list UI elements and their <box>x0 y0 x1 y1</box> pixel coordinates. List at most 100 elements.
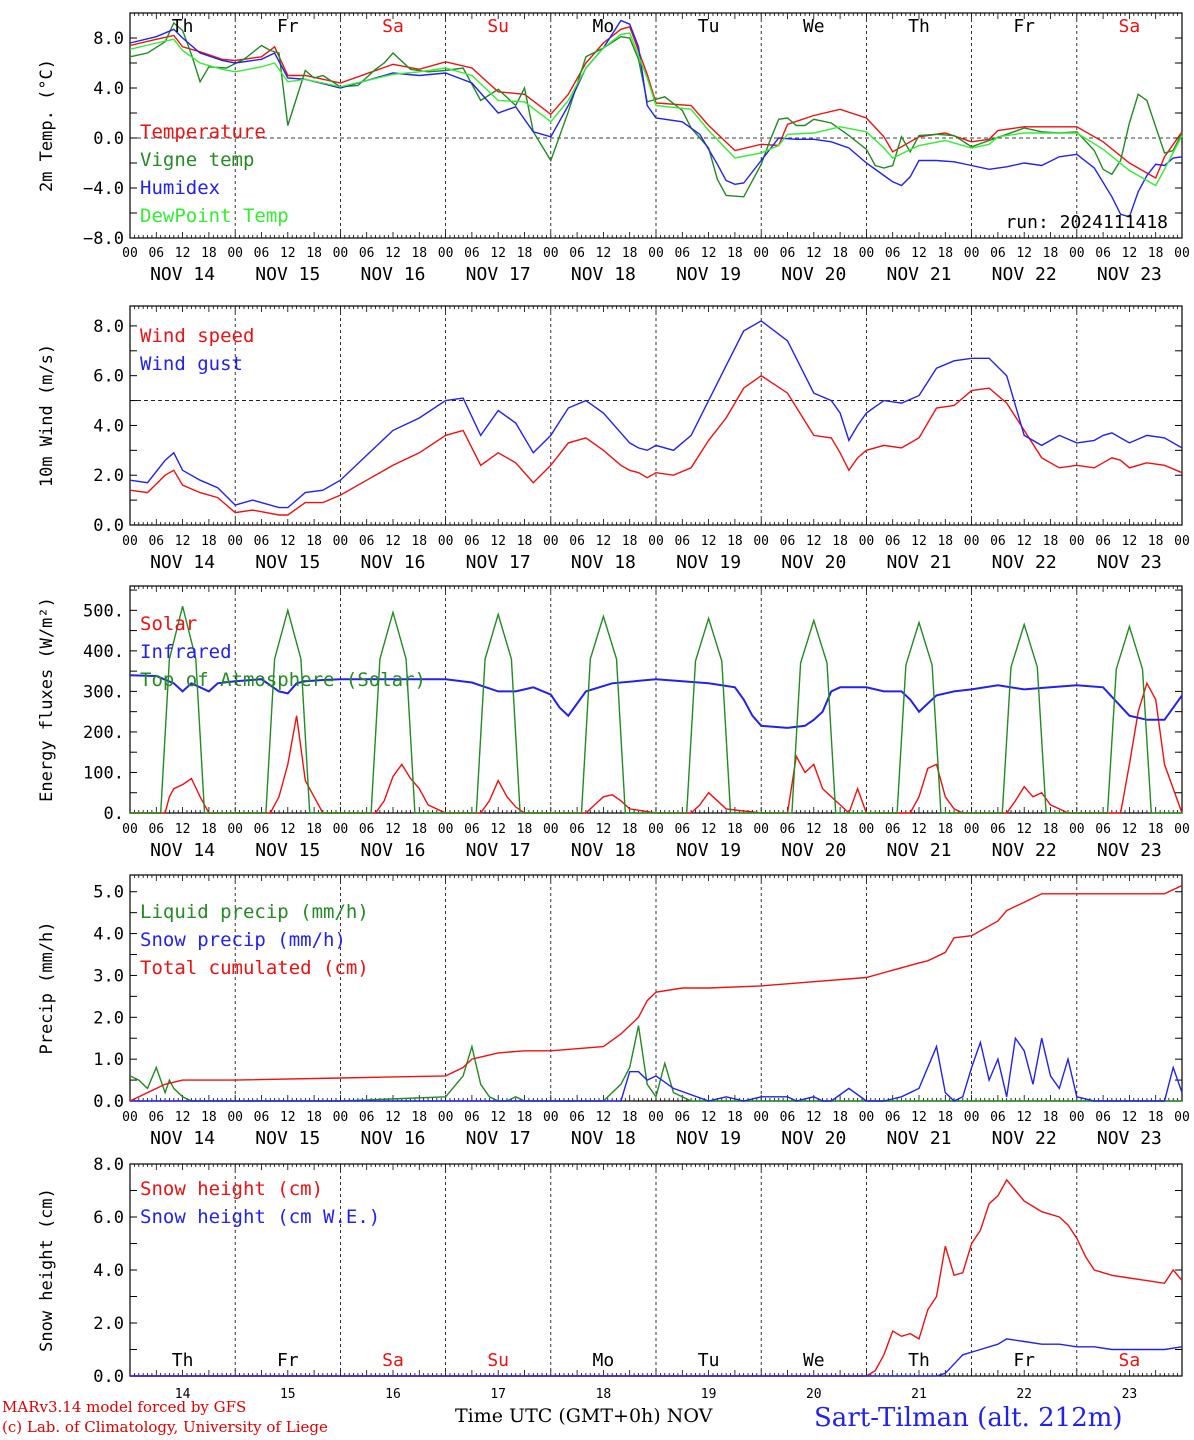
y-axis-label: 2m Temp. (°C) <box>37 59 57 192</box>
hour-tick-label: 06 <box>780 1110 796 1125</box>
hour-tick-label: 18 <box>306 534 322 549</box>
hour-tick-label: 18 <box>832 1110 848 1125</box>
y-axis-label: Precip (mm/h) <box>37 921 57 1054</box>
hour-tick-label: 12 <box>280 246 296 261</box>
x-axis-title: Time UTC (GMT+0h) NOV <box>455 1405 712 1427</box>
footer-lab-credit: (c) Lab. of Climatology, University of L… <box>2 1418 328 1436</box>
y-tick-label: 6.0 <box>93 367 124 387</box>
hour-tick-label: 18 <box>1148 1110 1164 1125</box>
hour-tick-label: 00 <box>648 246 664 261</box>
series-line-blue <box>129 320 1183 509</box>
hour-tick-label: 18 <box>832 534 848 549</box>
hour-tick-label: 18 <box>727 246 743 261</box>
day-number-label: 14 <box>175 1387 191 1402</box>
legend-entry: Solar <box>140 613 197 635</box>
y-tick-label: 400. <box>83 642 124 662</box>
hour-tick-label: 12 <box>175 246 191 261</box>
day-number-label: 23 <box>1122 1387 1138 1402</box>
hour-tick-label: 06 <box>464 246 480 261</box>
legend-entry: Vigne temp <box>140 149 254 171</box>
hour-tick-label: 00 <box>543 534 559 549</box>
y-tick-label: 3.0 <box>93 966 124 986</box>
date-label: NOV 20 <box>781 552 846 573</box>
date-label: NOV 16 <box>360 1128 425 1149</box>
date-label: NOV 20 <box>781 840 846 861</box>
hour-tick-label: 12 <box>701 1110 717 1125</box>
y-tick-label: 200. <box>83 723 124 743</box>
date-label: NOV 16 <box>360 840 425 861</box>
hour-tick-label: 18 <box>201 534 217 549</box>
y-tick-label: 4.0 <box>93 79 124 99</box>
hour-tick-label: 12 <box>806 246 822 261</box>
y-tick-label: 2.0 <box>93 1314 124 1334</box>
hour-tick-label: 00 <box>964 246 980 261</box>
hour-tick-label: 12 <box>385 534 401 549</box>
legend-entry: Temperature <box>140 121 266 143</box>
hour-tick-label: 00 <box>964 1110 980 1125</box>
hour-tick-label: 06 <box>359 534 375 549</box>
hour-tick-label: 00 <box>122 1110 138 1125</box>
series-line-green <box>129 21 1183 198</box>
y-axis-label: 10m Wind (m/s) <box>37 344 57 487</box>
hour-tick-label: 00 <box>438 246 454 261</box>
hour-tick-label: 06 <box>674 534 690 549</box>
legend-entry: Snow height (cm W.E.) <box>140 1206 380 1228</box>
date-label: NOV 22 <box>992 1128 1057 1149</box>
hour-tick-label: 12 <box>385 246 401 261</box>
hour-tick-label: 06 <box>359 246 375 261</box>
legend-entry: Liquid precip (mm/h) <box>140 901 369 923</box>
y-tick-label: 4.0 <box>93 925 124 945</box>
date-label: NOV 21 <box>886 840 951 861</box>
y-tick-label: 0.0 <box>93 516 124 536</box>
day-number-label: 17 <box>490 1387 506 1402</box>
hour-tick-label: 18 <box>411 534 427 549</box>
hour-tick-label: 12 <box>1122 822 1138 837</box>
hour-tick-label: 18 <box>306 246 322 261</box>
hour-tick-label: 06 <box>148 246 164 261</box>
hour-tick-label: 18 <box>517 534 533 549</box>
hour-tick-label: 00 <box>438 534 454 549</box>
y-tick-label: 8.0 <box>93 29 124 49</box>
date-label: NOV 14 <box>150 264 215 285</box>
day-number-label: 22 <box>1016 1387 1032 1402</box>
hour-tick-label: 18 <box>201 822 217 837</box>
panel-4: 0.0 1.0 2.0 3.0 4.0 5.0 Precip (mm/h) Liquid pr… <box>37 874 1190 1149</box>
weekday-label: Mo <box>593 16 615 37</box>
hour-tick-label: 18 <box>832 822 848 837</box>
hour-tick-label: 12 <box>596 246 612 261</box>
series-line-light_green <box>129 32 1183 187</box>
hour-tick-label: 00 <box>964 534 980 549</box>
date-label: NOV 15 <box>255 1128 320 1149</box>
hour-tick-label: 00 <box>1174 534 1190 549</box>
hour-tick-label: 00 <box>859 246 875 261</box>
y-tick-label: −8.0 <box>83 229 124 249</box>
date-label: NOV 17 <box>466 264 531 285</box>
hour-tick-label: 00 <box>227 822 243 837</box>
legend-entry: DewPoint Temp <box>140 205 289 227</box>
hour-tick-label: 18 <box>727 1110 743 1125</box>
y-tick-label: 300. <box>83 682 124 702</box>
y-tick-label: 5.0 <box>93 883 124 903</box>
hour-tick-label: 00 <box>1069 1110 1085 1125</box>
day-number-label: 21 <box>911 1387 927 1402</box>
hour-tick-label: 12 <box>1122 534 1138 549</box>
hour-tick-label: 00 <box>753 822 769 837</box>
hour-tick-label: 06 <box>990 822 1006 837</box>
hour-tick-label: 00 <box>543 1110 559 1125</box>
hour-tick-label: 12 <box>911 822 927 837</box>
hour-tick-label: 06 <box>464 822 480 837</box>
hour-tick-label: 18 <box>937 534 953 549</box>
hour-tick-label: 18 <box>1148 822 1164 837</box>
y-tick-label: 500. <box>83 601 124 621</box>
hour-tick-label: 12 <box>911 246 927 261</box>
y-tick-label: 6.0 <box>93 1208 124 1228</box>
hour-tick-label: 18 <box>411 246 427 261</box>
hour-tick-label: 00 <box>1174 822 1190 837</box>
hour-tick-label: 12 <box>701 534 717 549</box>
run-label: run: 2024111418 <box>1005 212 1168 233</box>
hour-tick-label: 06 <box>990 534 1006 549</box>
hour-tick-label: 12 <box>490 822 506 837</box>
date-label: NOV 15 <box>255 840 320 861</box>
panel-2: 0.0 2.0 4.0 6.0 8.0 10m Wind (m/s) Wind speed W… <box>37 305 1190 573</box>
date-label: NOV 23 <box>1097 840 1162 861</box>
